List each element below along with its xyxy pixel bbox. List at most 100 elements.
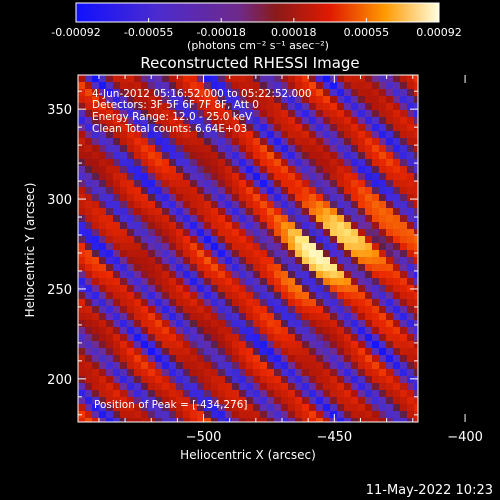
heatmap-cell <box>330 166 338 174</box>
heatmap-cell <box>309 411 317 419</box>
heatmap-cell <box>99 215 107 223</box>
heatmap-cell <box>330 96 338 104</box>
heatmap-cell <box>99 96 107 104</box>
heatmap-cell <box>400 82 408 90</box>
heatmap-cell <box>330 229 338 237</box>
heatmap-cell <box>379 369 387 377</box>
heatmap-cell <box>260 201 268 209</box>
heatmap-cell <box>337 278 345 286</box>
heatmap-cell <box>225 404 233 412</box>
heatmap-cell <box>246 313 254 321</box>
heatmap-cell <box>148 355 156 363</box>
heatmap-cell <box>225 355 233 363</box>
x-tick-label: −500 <box>186 430 222 445</box>
heatmap-cell <box>379 313 387 321</box>
heatmap-cell <box>365 208 373 216</box>
heatmap-cell <box>155 222 163 230</box>
heatmap-cell <box>337 285 345 293</box>
heatmap-cell <box>260 264 268 272</box>
heatmap-cell <box>190 201 198 209</box>
heatmap-cell <box>351 348 359 356</box>
heatmap-cell <box>281 264 289 272</box>
heatmap-cell <box>85 236 93 244</box>
heatmap-cell <box>372 376 380 384</box>
heatmap-cell <box>162 306 170 314</box>
heatmap-cell <box>260 96 268 104</box>
heatmap-cell <box>414 369 418 377</box>
heatmap-cell <box>113 306 121 314</box>
heatmap-cell <box>267 110 275 118</box>
heatmap-cell <box>414 152 418 160</box>
heatmap-cell <box>260 222 268 230</box>
heatmap-cell <box>99 313 107 321</box>
heatmap-cell <box>379 264 387 272</box>
heatmap-cell <box>225 82 233 90</box>
heatmap-cell <box>141 208 149 216</box>
heatmap-cell <box>106 110 114 118</box>
heatmap-cell <box>337 404 345 412</box>
heatmap-cell <box>85 362 93 370</box>
heatmap-cell <box>295 82 303 90</box>
heatmap-cell <box>379 348 387 356</box>
heatmap-cell <box>393 411 401 419</box>
heatmap-cell <box>400 383 408 391</box>
heatmap-cell <box>407 152 415 160</box>
heatmap-cell <box>302 306 310 314</box>
heatmap-cell <box>365 180 373 188</box>
heatmap-cell <box>358 257 366 265</box>
heatmap-cell <box>232 96 240 104</box>
heatmap-cell <box>162 117 170 125</box>
heatmap-cell <box>253 229 261 237</box>
heatmap-cell <box>330 187 338 195</box>
heatmap-cell <box>78 327 86 335</box>
heatmap-cell <box>106 278 114 286</box>
heatmap-cell <box>414 348 418 356</box>
heatmap-cell <box>176 222 184 230</box>
heatmap-cell <box>302 404 310 412</box>
heatmap-cell <box>351 320 359 328</box>
heatmap-cell <box>337 397 345 405</box>
heatmap-cell <box>99 208 107 216</box>
heatmap-cell <box>134 383 142 391</box>
heatmap-cell <box>204 341 212 349</box>
heatmap-cell <box>169 327 177 335</box>
heatmap-cell <box>85 243 93 251</box>
heatmap-cell <box>267 334 275 342</box>
heatmap-cell <box>134 376 142 384</box>
heatmap-cell <box>155 110 163 118</box>
heatmap-cell <box>260 327 268 335</box>
heatmap-cell <box>351 180 359 188</box>
heatmap-cell <box>260 411 268 419</box>
heatmap-cell <box>176 208 184 216</box>
heatmap-cell <box>288 89 296 97</box>
heatmap-cell <box>225 418 233 422</box>
heatmap-cell <box>302 166 310 174</box>
heatmap-cell <box>211 166 219 174</box>
heatmap-cell <box>232 166 240 174</box>
heatmap-cell <box>295 201 303 209</box>
heatmap-cell <box>225 96 233 104</box>
heatmap-cell <box>316 103 324 111</box>
heatmap-cell <box>120 243 128 251</box>
heatmap-cell <box>155 404 163 412</box>
heatmap-cell <box>316 229 324 237</box>
heatmap-cell <box>337 145 345 153</box>
heatmap-cell <box>183 110 191 118</box>
heatmap-cell <box>281 201 289 209</box>
heatmap-cell <box>141 236 149 244</box>
heatmap-cell <box>92 89 100 97</box>
heatmap-cell <box>414 404 418 412</box>
heatmap-cell <box>358 306 366 314</box>
heatmap-cell <box>211 187 219 195</box>
heatmap-cell <box>190 152 198 160</box>
heatmap-cell <box>414 82 418 90</box>
heatmap-cell <box>211 96 219 104</box>
heatmap-cell <box>218 117 226 125</box>
heatmap-cell <box>92 131 100 139</box>
heatmap-cell <box>274 334 282 342</box>
heatmap-cell <box>225 166 233 174</box>
heatmap-cell <box>372 243 380 251</box>
heatmap-cell <box>400 390 408 398</box>
heatmap-cell <box>155 152 163 160</box>
heatmap-cell <box>365 264 373 272</box>
